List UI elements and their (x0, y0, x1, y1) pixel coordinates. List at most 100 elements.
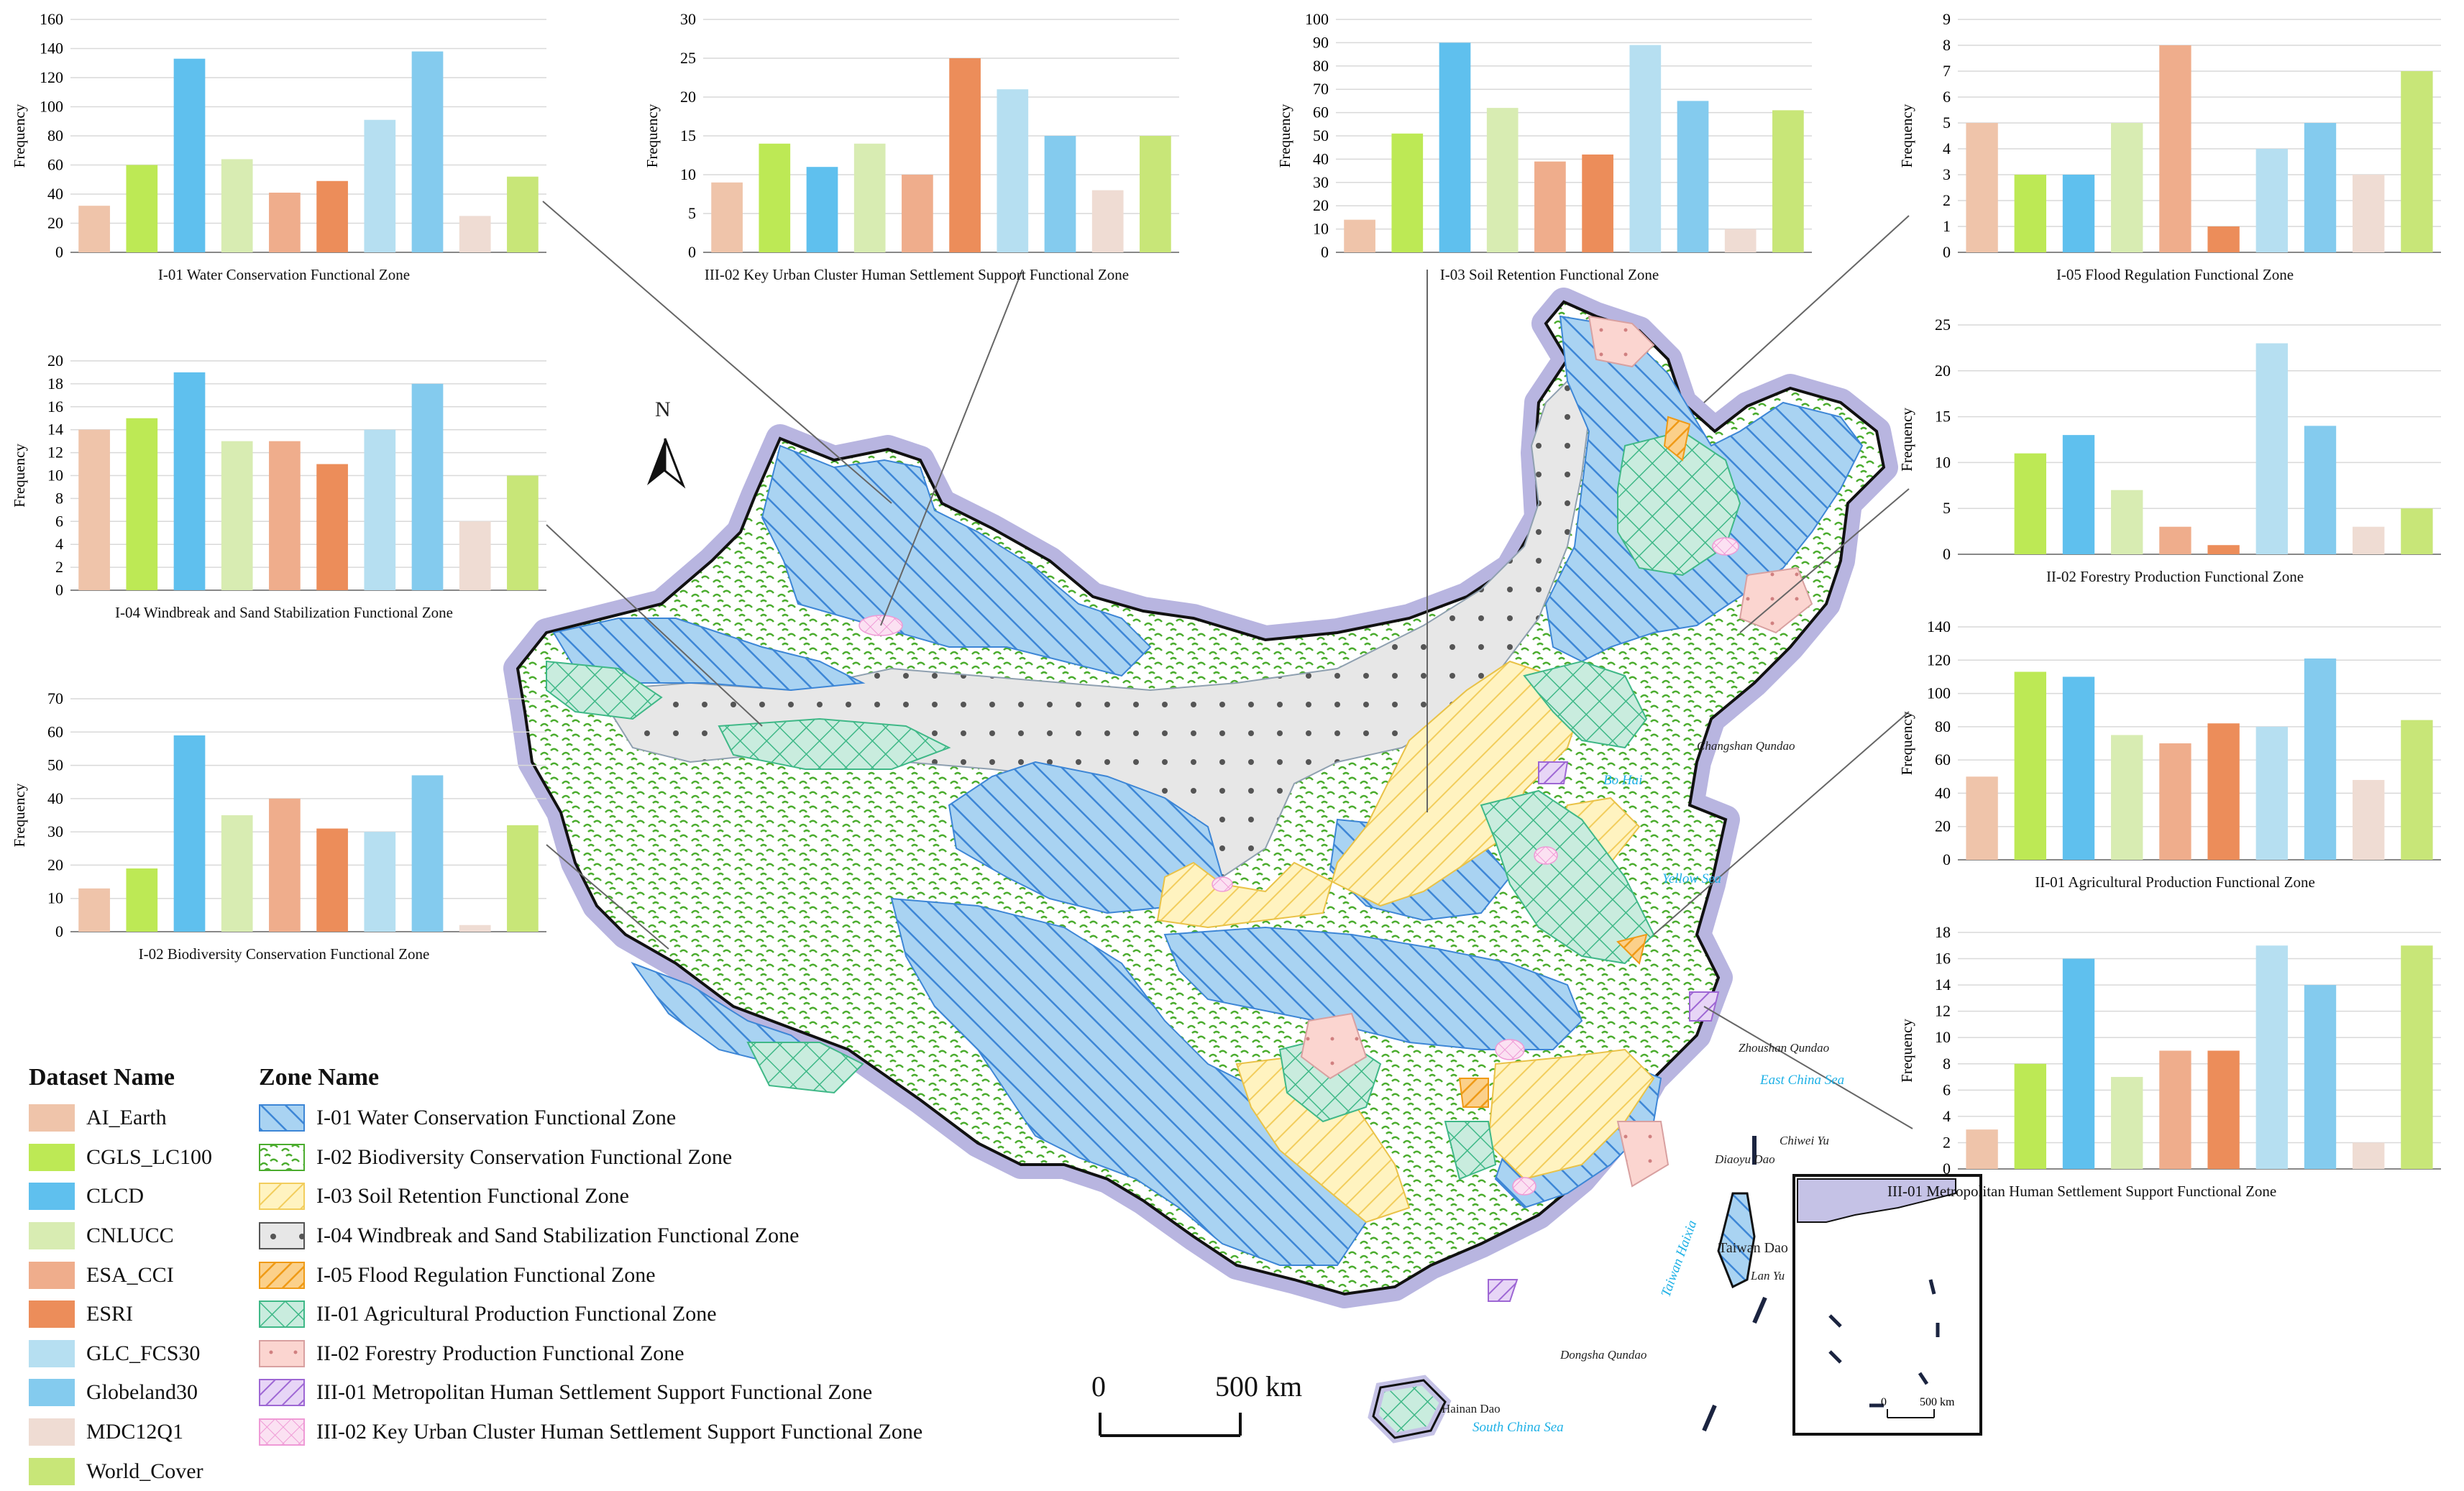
y-tick-label: 20 (1313, 196, 1329, 214)
bar-mdc12q1 (1091, 190, 1124, 252)
bar-chart: 0 20 40 60 80 100 120 140 Frequency (1898, 618, 2441, 868)
bar-ai-earth (711, 182, 743, 252)
bar-cgls-lc100 (2014, 671, 2046, 860)
y-axis-label: Frequency (1898, 1019, 1915, 1083)
dataset-label: World_Cover (86, 1459, 203, 1483)
y-tick-label: 15 (680, 127, 696, 144)
bar-clcd (173, 735, 206, 932)
dataset-label: CLCD (86, 1184, 145, 1208)
y-tick-label: 20 (1935, 817, 1951, 835)
bar-chart: 0 2 4 6 8 10 12 14 16 18 Frequency (1898, 923, 2441, 1178)
zone-legend-item: I-05 Flood Regulation Functional Zone (259, 1255, 922, 1295)
dataset-swatch (29, 1183, 75, 1211)
bar-ai-earth (78, 888, 110, 932)
dataset-label: GLC_FCS30 (86, 1341, 201, 1365)
sea-yellow-sea: Yellow Sea (1662, 871, 1722, 886)
bar-esa-cci (1534, 161, 1566, 252)
bar-esri (1582, 154, 1613, 252)
zone-legend-item: III-02 Key Urban Cluster Human Settlemen… (259, 1413, 922, 1452)
zone-legend-item: II-02 Forestry Production Functional Zon… (259, 1334, 922, 1374)
dash-line (1702, 1136, 1767, 1432)
bar-cnlucc (2111, 490, 2143, 554)
bar-esri (2207, 226, 2240, 252)
y-tick-label: 120 (40, 68, 63, 86)
dataset-swatch (29, 1104, 75, 1132)
y-tick-label: 0 (55, 581, 63, 599)
zone-legend-item: I-02 Biodiversity Conservation Functiona… (259, 1138, 922, 1178)
chart-ii02-forestry: 0 5 10 15 20 25 Frequency II-02 Forestry Produ… (1895, 316, 2455, 586)
y-tick-label: 0 (55, 243, 63, 261)
bar-globeland30 (1677, 101, 1709, 252)
zone-label: I-03 Soil Retention Functional Zone (316, 1184, 629, 1208)
bar-ai-earth (1966, 1129, 1998, 1169)
bar-glc-fcs30 (2255, 945, 2288, 1169)
bar-world-cover (2401, 945, 2433, 1169)
y-tick-label: 8 (1943, 36, 1951, 54)
y-tick-label: 5 (688, 204, 696, 222)
zone-label: I-05 Flood Regulation Functional Zone (316, 1262, 656, 1287)
bar-mdc12q1 (2353, 526, 2385, 554)
y-axis-label: Frequency (1276, 104, 1293, 168)
dataset-swatch (29, 1300, 75, 1329)
y-tick-label: 4 (1943, 139, 1951, 157)
bar-world-cover (2401, 720, 2433, 860)
y-tick-label: 10 (1935, 453, 1951, 471)
zone-label: III-01 Metropolitan Human Settlement Sup… (316, 1380, 873, 1405)
dataset-legend-item: CNLUCC (29, 1216, 212, 1256)
bar-mdc12q1 (2353, 1142, 2385, 1169)
bar-chart: 0 1 2 3 4 5 6 7 8 9 Frequency (1898, 10, 2441, 261)
y-tick-label: 14 (47, 421, 63, 439)
bar-clcd (173, 58, 206, 253)
dataset-legend-item: CLCD (29, 1177, 212, 1216)
bar-chart: 0 10 20 30 40 50 60 70 80 90 100 Frequency (1276, 10, 1812, 261)
y-tick-label: 2 (1943, 1133, 1951, 1151)
bar-world-cover (1772, 110, 1804, 252)
y-tick-label: 3 (1943, 165, 1951, 183)
bar-clcd (2062, 435, 2095, 554)
y-tick-label: 8 (55, 489, 63, 507)
bar-glc-fcs30 (2255, 343, 2288, 554)
bar-cgls-lc100 (126, 165, 158, 252)
bar-clcd (2062, 958, 2095, 1169)
dataset-legend-item: AI_Earth (29, 1098, 212, 1138)
dataset-swatch (29, 1457, 75, 1485)
scale-bar (1099, 1413, 1242, 1437)
zone-legend-item: I-03 Soil Retention Functional Zone (259, 1177, 922, 1216)
zone-swatch (259, 1418, 305, 1446)
y-tick-label: 0 (55, 922, 63, 940)
chart-title: II-01 Agricultural Production Functional… (2035, 873, 2315, 891)
y-tick-label: 60 (47, 156, 63, 174)
zone-swatch (259, 1379, 305, 1407)
y-tick-label: 6 (1943, 1081, 1951, 1098)
scale-zero: 0 (1091, 1370, 1106, 1403)
chart-title: II-02 Forestry Production Functional Zon… (2046, 568, 2304, 585)
y-tick-label: 100 (1305, 10, 1329, 28)
y-tick-label: 40 (47, 789, 63, 807)
place-dongsha-qundao: Dongsha Qundao (1560, 1348, 1647, 1362)
y-tick-label: 25 (1935, 316, 1951, 334)
y-tick-label: 20 (1935, 362, 1951, 380)
dataset-label: ESRI (86, 1302, 134, 1326)
bar-esri (316, 464, 348, 590)
bar-glc-fcs30 (1629, 45, 1662, 252)
dataset-swatch (29, 1222, 75, 1250)
chart-iii01-metro: 0 2 4 6 8 10 12 14 16 18 Frequency III-01 Metropol… (1887, 923, 2455, 1201)
bar-ai-earth (1966, 123, 1998, 252)
y-tick-label: 30 (1313, 173, 1329, 191)
chart-title: I-05 Flood Regulation Functional Zone (2056, 266, 2294, 283)
bar-esa-cci (902, 175, 933, 252)
dataset-legend-item: ESRI (29, 1295, 212, 1334)
y-axis-label: Frequency (1898, 711, 1915, 775)
bar-cnlucc (1486, 108, 1519, 252)
bar-world-cover (507, 825, 539, 932)
y-tick-label: 4 (1943, 1107, 1951, 1125)
chart-i03-soil: 0 10 20 30 40 50 60 70 80 90 100 Frequency I-03 Soi… (1273, 10, 1826, 284)
y-tick-label: 0 (1943, 545, 1951, 563)
zone-urban-cluster (858, 537, 1739, 1196)
bar-esa-cci (2159, 526, 2192, 554)
sea-east-china-sea: East China Sea (1760, 1073, 1845, 1088)
bar-globeland30 (411, 51, 444, 253)
chart-title: III-02 Key Urban Cluster Human Settlemen… (704, 266, 1130, 283)
y-tick-label: 50 (47, 756, 63, 774)
y-tick-label: 8 (1943, 1055, 1951, 1073)
